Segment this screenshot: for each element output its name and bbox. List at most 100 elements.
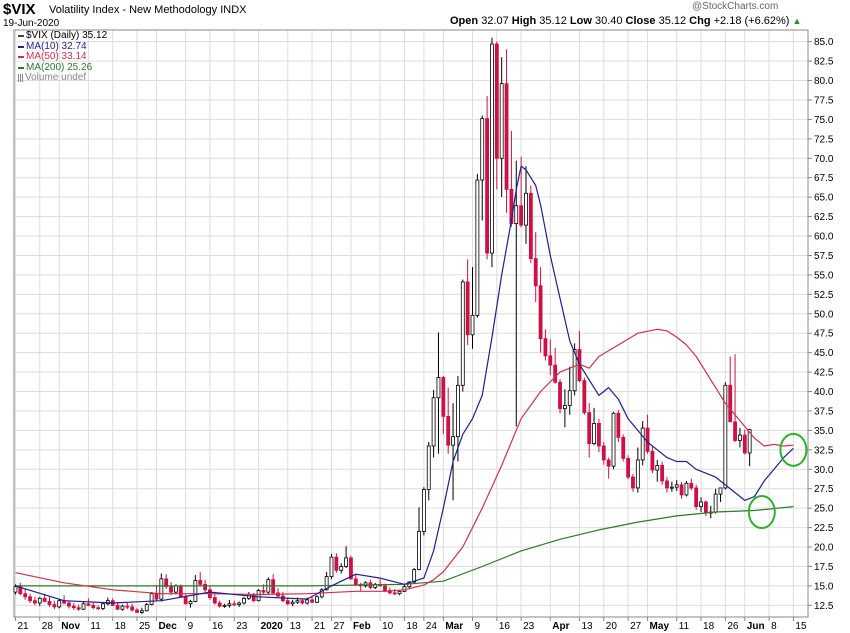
x-tick-label: 15	[795, 621, 807, 632]
low-label: Low	[569, 15, 592, 27]
y-tick-label: 80.0	[814, 76, 834, 87]
x-tick-label: 11	[90, 621, 101, 632]
candle	[538, 267, 543, 353]
candle-body	[738, 434, 742, 441]
candle	[329, 554, 334, 579]
candle	[71, 603, 76, 611]
candle	[524, 166, 528, 244]
candle	[378, 578, 383, 587]
candle	[562, 389, 567, 428]
y-tick-label: 20.0	[814, 543, 834, 554]
stockcharts-watermark: @StockCharts.com	[692, 1, 779, 12]
candle-body	[543, 338, 548, 357]
candle-body	[631, 476, 635, 489]
candle-body	[451, 436, 455, 446]
plot-frame	[13, 29, 809, 618]
candle	[747, 428, 752, 467]
candle-body	[33, 600, 37, 604]
candle	[76, 604, 81, 611]
candle	[91, 601, 96, 610]
candle-body	[232, 603, 237, 606]
y-tick-label: 25.0	[814, 504, 834, 515]
chart-date: 19-Jun-2020	[3, 18, 60, 29]
candle	[373, 582, 378, 590]
x-tick-label: 18	[703, 621, 715, 632]
x-tick-label: 20	[606, 621, 618, 632]
x-tick-label: Dec	[158, 621, 177, 632]
volume-bars-icon	[18, 74, 23, 83]
candle-body	[310, 599, 314, 603]
y-tick-label: 60.0	[814, 232, 834, 243]
x-tick-label: 26	[727, 621, 739, 632]
x-tick-label: 21	[17, 621, 29, 632]
y-tick-label: 37.5	[814, 406, 834, 417]
candle	[718, 487, 723, 502]
candle	[742, 429, 747, 455]
y-tick-label: 30.0	[814, 465, 834, 476]
candle-body	[52, 604, 57, 608]
candle	[144, 603, 149, 612]
candle-body	[616, 412, 621, 438]
candle	[13, 584, 18, 595]
candle	[344, 546, 348, 569]
candle-body	[665, 480, 669, 489]
high-value: 35.12	[539, 15, 567, 27]
high-label: High	[511, 15, 537, 27]
candle-body	[23, 593, 28, 598]
candle-body	[747, 429, 752, 454]
low-value: 30.40	[594, 15, 623, 27]
candle-body	[417, 531, 421, 570]
candle	[558, 379, 562, 414]
candle	[349, 555, 353, 580]
candle-body	[28, 596, 32, 602]
candle-body	[188, 601, 193, 605]
y-tick-label: 47.5	[814, 329, 834, 340]
x-tick-label: 2020	[261, 621, 284, 632]
candle	[81, 602, 86, 611]
legend-label: MA(10) 32.74	[26, 40, 87, 52]
candle-body	[144, 604, 149, 612]
candle	[212, 593, 217, 605]
candle	[694, 484, 699, 510]
y-tick-label: 75.0	[814, 115, 834, 126]
candle	[490, 37, 494, 268]
legend-item: MA(10) 32.74	[18, 40, 107, 53]
grid-lines	[14, 30, 808, 617]
candle-body	[733, 421, 737, 441]
candle	[655, 459, 660, 482]
ma10-line	[15, 165, 794, 604]
candle	[310, 596, 314, 604]
candle-body	[713, 493, 718, 513]
candle-body	[519, 205, 524, 226]
legend-label: MA(50) 33.14	[26, 51, 87, 62]
candle-body	[135, 609, 139, 613]
candle-body	[18, 586, 23, 595]
candle	[135, 607, 139, 614]
candle-body	[120, 605, 125, 610]
candle-body	[290, 601, 295, 605]
candle	[271, 574, 276, 594]
candle	[290, 599, 295, 607]
y-tick-label: 65.0	[814, 193, 834, 204]
candle-body	[203, 583, 207, 591]
candle	[611, 411, 616, 470]
symbol-title: $VIX	[3, 1, 36, 18]
candle-body	[606, 459, 611, 467]
candle	[139, 607, 144, 614]
x-tick-label: 18	[406, 621, 418, 632]
candle-body	[353, 578, 358, 585]
candle	[33, 596, 37, 606]
x-tick-label: 27	[334, 621, 346, 632]
x-axis: 21 28 Nov 11 18 25 Dec 9 16 23 2020 13 21 27 Feb 10 18 24…	[14, 617, 807, 632]
candle	[606, 457, 611, 479]
candle-body	[485, 118, 490, 254]
x-tick-label: 8	[771, 621, 777, 632]
candle	[28, 593, 32, 604]
x-tick-label: 13	[290, 621, 302, 632]
candle	[592, 407, 596, 446]
candle	[217, 600, 222, 608]
candle	[679, 481, 684, 499]
x-tick-label: Nov	[61, 621, 80, 632]
candle	[334, 553, 339, 573]
candle	[339, 563, 344, 574]
